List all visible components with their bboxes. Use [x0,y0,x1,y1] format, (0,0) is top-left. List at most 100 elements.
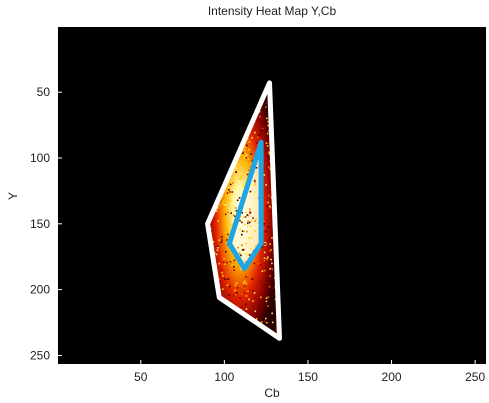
speckle [244,287,246,289]
speckle [218,278,221,281]
y-tick-label: 200 [30,283,50,297]
speckle [266,155,269,158]
y-tick-label: 150 [30,217,50,231]
speckle [254,131,256,134]
speckle [217,207,219,209]
speckle [270,258,272,261]
speckle [239,228,241,231]
inner-boundary-polygon [226,139,264,272]
speckle [253,262,256,265]
speckle [245,162,248,165]
speckle [250,236,253,239]
speckle [233,295,235,297]
speckle [266,318,269,321]
speckle [235,171,237,173]
speckle [238,197,241,199]
speckle [235,167,237,169]
speckle [271,262,273,265]
speckle [255,218,257,220]
y-axis-label: Y [6,192,20,200]
speckle [226,192,229,194]
speckle [254,184,256,186]
speckle [260,264,262,266]
speckle [269,250,272,252]
speckle [233,266,235,268]
speckle [267,282,270,284]
speckle [241,249,244,251]
speckle [222,200,225,203]
speckle [263,259,266,262]
speckle [229,200,231,202]
speckle [220,223,222,225]
speckle [252,217,254,219]
speckle [219,204,221,207]
speckle [243,216,245,219]
speckle [255,229,257,231]
speckle [263,251,266,254]
speckle [257,262,260,265]
speckle [247,214,250,217]
speckle [271,312,273,315]
speckle [244,216,247,218]
speckle [267,296,270,298]
speckle [226,239,228,241]
speckle [263,223,265,225]
speckle [266,205,268,207]
speckle [244,253,247,255]
speckle [268,166,270,168]
speckle [269,261,271,264]
y-axis-ticks: 50 100 150 200 250 [30,85,62,362]
speckle [254,245,257,247]
speckle [248,221,251,224]
speckle [215,210,218,212]
speckle [250,262,253,264]
speckle [231,191,234,193]
chart-title: Intensity Heat Map Y,Cb [208,4,337,18]
speckle [269,243,271,245]
speckle [248,289,251,291]
speckle [247,220,249,222]
speckle [216,245,219,248]
speckle [263,277,265,280]
speckle [248,254,251,256]
speckle [240,254,242,257]
speckle [263,320,266,322]
speckle [249,162,251,165]
speckle [268,152,271,155]
speckle [229,285,231,288]
speckle [263,257,266,259]
speckle [267,305,269,307]
speckle [243,282,245,284]
speckle [263,174,266,176]
speckle [249,253,252,255]
speckle [225,251,227,253]
speckle [260,321,263,323]
speckle [245,282,248,285]
x-tick-label: 250 [465,370,485,384]
speckle [251,136,253,139]
speckle [220,269,223,271]
speckle [262,227,265,229]
speckle [267,226,270,228]
speckle [268,194,270,197]
speckle [265,102,268,104]
speckle [221,271,223,274]
speckle [233,269,235,271]
speckle [241,293,244,295]
speckle [227,211,229,214]
speckle [246,173,249,176]
speckle [238,177,241,180]
speckle [245,153,248,156]
speckle [241,230,244,232]
x-axis-ticks: 50 100 150 200 250 [134,360,485,384]
speckle [234,284,237,287]
speckle [245,303,247,306]
speckle [221,239,223,241]
speckle [217,246,219,249]
speckle [249,236,252,239]
speckle [227,278,229,280]
speckle [248,169,250,172]
speckle [247,290,249,292]
speckle [260,130,262,132]
